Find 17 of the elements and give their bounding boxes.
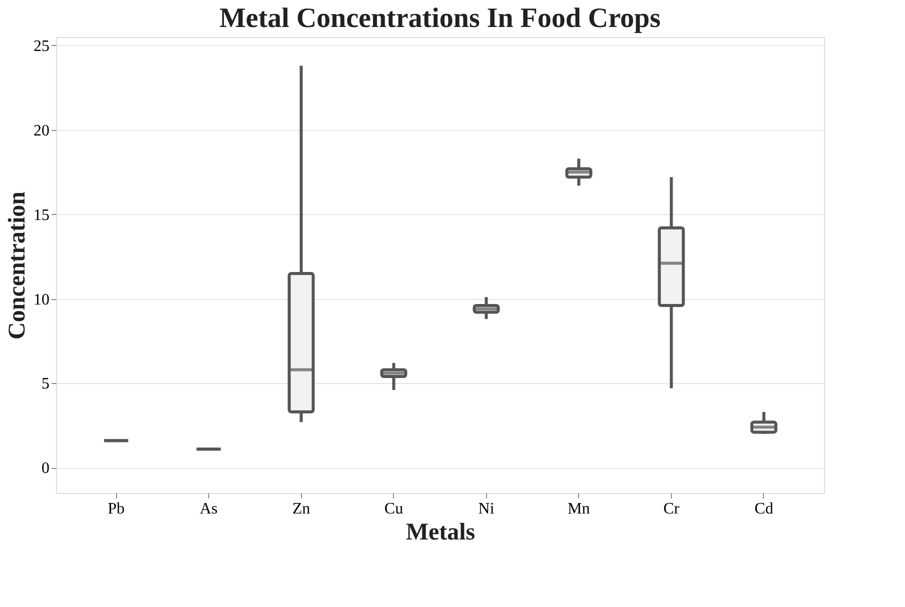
y-tick-label: 25 — [34, 38, 50, 55]
y-tick-label: 10 — [34, 291, 50, 308]
y-axis-title: Concentration — [4, 192, 30, 340]
x-tick-label: Pb — [108, 500, 125, 518]
y-tick-label: 15 — [34, 206, 50, 224]
y-tick-label: 0 — [42, 460, 50, 478]
x-tick-label: Cu — [384, 500, 404, 518]
x-tick-label: As — [200, 500, 218, 518]
x-axis-title: Metals — [406, 520, 476, 546]
y-tick-label: 5 — [42, 376, 50, 393]
x-tick-label: Zn — [292, 500, 310, 518]
x-tick-label: Cr — [663, 500, 680, 518]
x-tick-label: Cd — [754, 500, 774, 518]
y-tick-label: 20 — [34, 122, 50, 140]
chart-title: Metal Concentrations In Food Crops — [219, 3, 661, 34]
x-tick-label: Ni — [478, 500, 495, 518]
x-tick-label: Mn — [568, 500, 590, 518]
